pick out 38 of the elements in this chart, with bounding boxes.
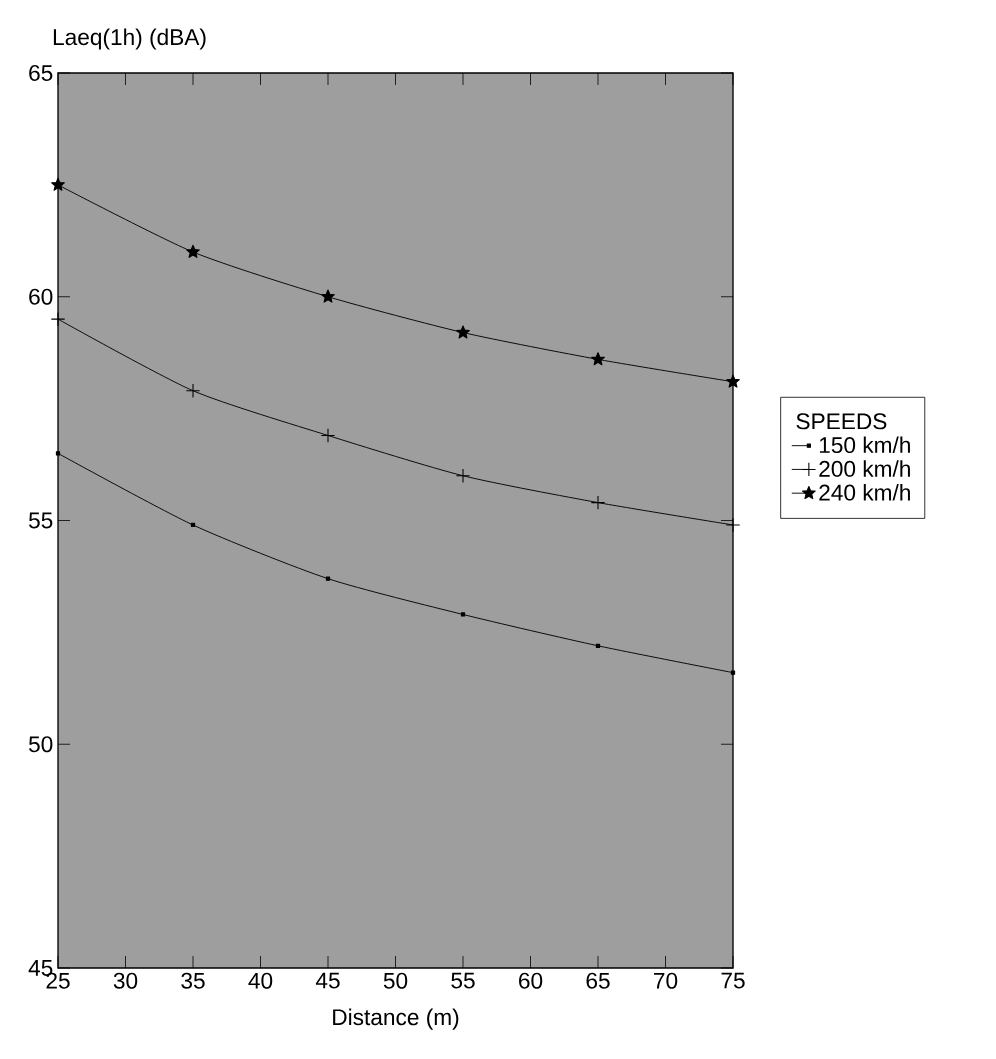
point: [730, 670, 736, 675]
y-tick-label: 50: [28, 736, 53, 753]
x-tick-label: 40: [248, 972, 273, 989]
legend-label: 150 km/h: [819, 436, 910, 454]
point: [725, 517, 741, 533]
point: [590, 495, 606, 510]
legend-label: 200 km/h: [819, 460, 910, 477]
x-tick-label: 65: [586, 972, 610, 989]
legend-label: 240 km/h: [819, 483, 910, 501]
point: [460, 612, 466, 617]
x-tick-label: 30: [113, 972, 138, 989]
point: [186, 244, 200, 258]
point: [595, 643, 601, 648]
x-tick-label: 45: [315, 972, 340, 989]
y-tick-label: 60: [29, 288, 53, 305]
y-axis-title: Laeq(1h) (dBA): [53, 28, 206, 50]
point: [320, 428, 336, 443]
x-axis-title: Distance (m): [333, 1008, 459, 1030]
point: [456, 325, 470, 339]
x-tick-label: 55: [451, 972, 475, 989]
x-tick-label: 70: [654, 972, 678, 989]
point: [55, 451, 61, 456]
point: [455, 468, 471, 483]
point: [321, 289, 335, 303]
point: [185, 383, 201, 398]
x-tick-label: 50: [383, 972, 408, 989]
point: [190, 522, 196, 528]
point: [51, 177, 65, 191]
x-tick-label: 35: [181, 972, 205, 989]
y-tick-label: 55: [28, 512, 53, 529]
x-tick-label: 60: [519, 972, 543, 989]
x-tick-label: 75: [721, 972, 745, 989]
point: [591, 352, 605, 366]
legend-title: SPEEDS: [796, 413, 887, 430]
point: [325, 576, 331, 581]
point: [50, 311, 66, 327]
point: [726, 374, 740, 388]
y-tick-label: 65: [29, 64, 53, 82]
